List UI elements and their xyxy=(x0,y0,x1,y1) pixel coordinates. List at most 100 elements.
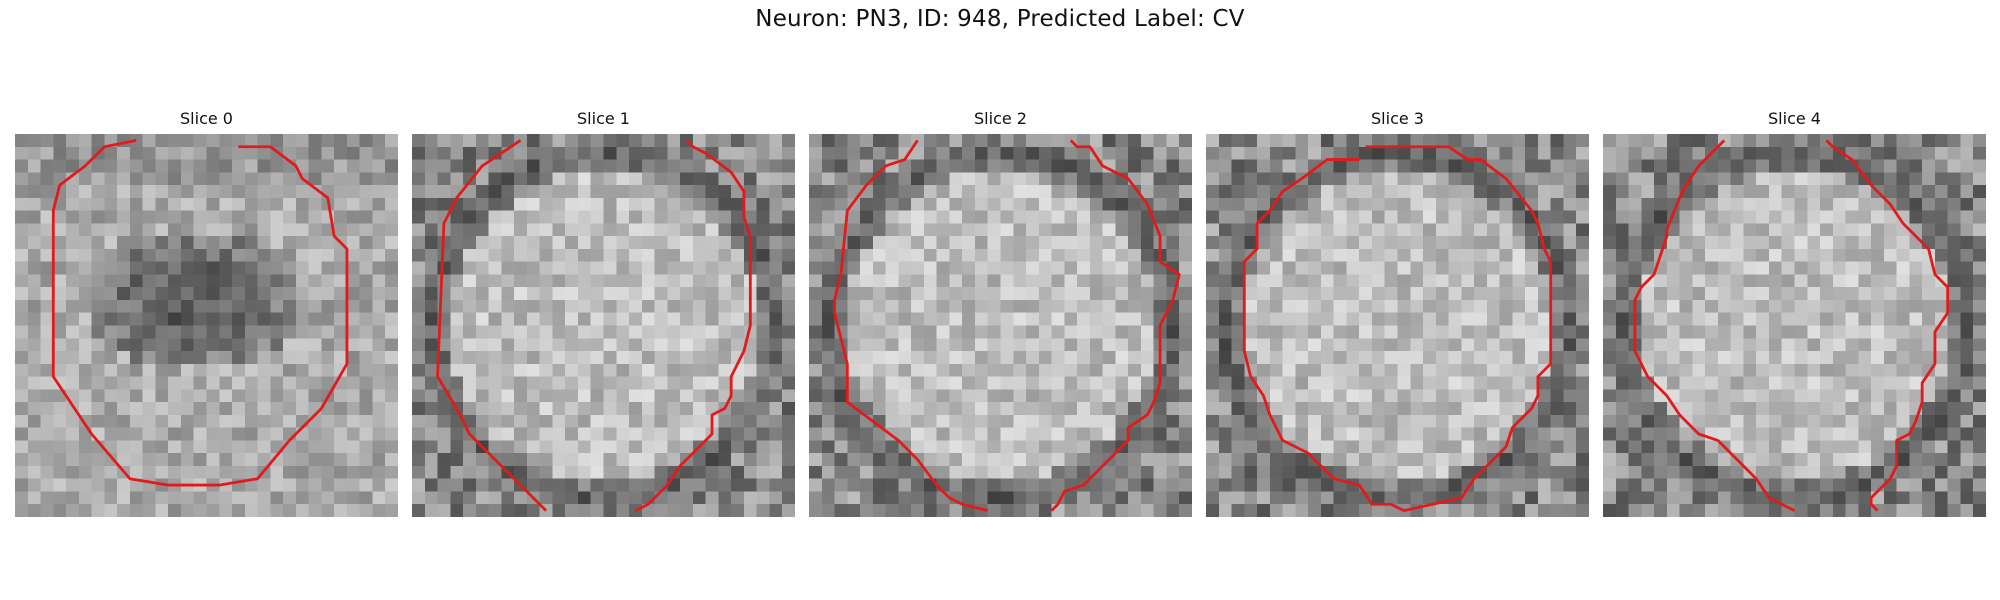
image-pixel xyxy=(1013,274,1027,288)
image-pixel xyxy=(142,338,156,352)
image-pixel xyxy=(129,338,143,352)
image-pixel xyxy=(1308,159,1322,173)
image-pixel xyxy=(616,325,630,339)
image-pixel xyxy=(603,287,617,301)
image-pixel xyxy=(295,402,309,416)
image-pixel xyxy=(603,146,617,160)
image-pixel xyxy=(283,453,297,467)
image-pixel xyxy=(1179,312,1192,326)
image-pixel xyxy=(1883,210,1897,224)
image-pixel xyxy=(1333,312,1347,326)
image-pixel xyxy=(1628,414,1642,428)
image-pixel xyxy=(1077,299,1091,313)
image-pixel xyxy=(872,236,886,250)
image-pixel xyxy=(590,159,604,173)
image-pixel xyxy=(385,248,398,262)
image-pixel xyxy=(437,453,451,467)
image-pixel xyxy=(1397,351,1411,365)
image-pixel xyxy=(1102,299,1116,313)
image-pixel xyxy=(1218,389,1232,403)
image-pixel xyxy=(1499,223,1513,237)
image-pixel xyxy=(1641,185,1655,199)
image-pixel xyxy=(962,210,976,224)
image-pixel xyxy=(1666,504,1680,517)
image-pixel xyxy=(769,440,783,454)
image-pixel xyxy=(385,427,398,441)
image-pixel xyxy=(821,248,835,262)
image-pixel xyxy=(463,351,477,365)
image-pixel xyxy=(1269,376,1283,390)
image-pixel xyxy=(552,402,566,416)
image-pixel xyxy=(1820,325,1834,339)
image-pixel xyxy=(1832,210,1846,224)
image-pixel xyxy=(769,325,783,339)
image-pixel xyxy=(1756,197,1770,211)
image-pixel xyxy=(847,159,861,173)
image-pixel xyxy=(1423,325,1437,339)
image-pixel xyxy=(565,414,579,428)
image-pixel xyxy=(1858,261,1872,275)
image-pixel xyxy=(1603,504,1617,517)
image-pixel xyxy=(1576,185,1589,199)
image-pixel xyxy=(1794,491,1808,505)
image-pixel xyxy=(15,287,29,301)
image-pixel xyxy=(974,146,988,160)
image-pixel xyxy=(91,389,105,403)
image-pixel xyxy=(1474,197,1488,211)
image-pixel xyxy=(1461,261,1475,275)
image-pixel xyxy=(1384,299,1398,313)
image-pixel xyxy=(1525,504,1539,517)
image-pixel xyxy=(104,504,118,517)
image-pixel xyxy=(769,146,783,160)
image-pixel xyxy=(1115,389,1129,403)
image-pixel xyxy=(66,491,80,505)
image-pixel xyxy=(1973,351,1986,365)
image-pixel xyxy=(1768,299,1782,313)
image-pixel xyxy=(180,146,194,160)
image-pixel xyxy=(295,287,309,301)
image-pixel xyxy=(1244,504,1258,517)
image-pixel xyxy=(692,210,706,224)
image-pixel xyxy=(1603,414,1617,428)
image-pixel xyxy=(1922,402,1936,416)
image-pixel xyxy=(680,172,694,186)
image-pixel xyxy=(616,389,630,403)
image-pixel xyxy=(743,440,757,454)
image-pixel xyxy=(911,312,925,326)
image-pixel xyxy=(1064,146,1078,160)
image-pixel xyxy=(334,389,348,403)
image-pixel xyxy=(1947,159,1961,173)
image-pixel xyxy=(1832,440,1846,454)
image-pixel xyxy=(1102,389,1116,403)
image-pixel xyxy=(412,299,426,313)
image-pixel xyxy=(1295,389,1309,403)
image-pixel xyxy=(1038,248,1052,262)
image-pixel xyxy=(359,197,373,211)
image-pixel xyxy=(654,236,668,250)
image-pixel xyxy=(450,491,464,505)
image-pixel xyxy=(654,338,668,352)
image-pixel xyxy=(104,453,118,467)
image-pixel xyxy=(27,236,41,250)
image-pixel xyxy=(885,338,899,352)
image-pixel xyxy=(1550,197,1564,211)
image-pixel xyxy=(860,261,874,275)
image-pixel xyxy=(1525,236,1539,250)
image-pixel xyxy=(731,389,745,403)
image-pixel xyxy=(1282,312,1296,326)
image-pixel xyxy=(78,363,92,377)
image-pixel xyxy=(1179,146,1192,160)
image-pixel xyxy=(1448,338,1462,352)
image-pixel xyxy=(91,351,105,365)
image-pixel xyxy=(27,274,41,288)
image-pixel xyxy=(821,440,835,454)
image-pixel xyxy=(1820,248,1834,262)
image-pixel xyxy=(1705,389,1719,403)
image-pixel xyxy=(1641,312,1655,326)
image-pixel xyxy=(1666,248,1680,262)
image-pixel xyxy=(1666,363,1680,377)
image-pixel xyxy=(1153,146,1167,160)
image-pixel xyxy=(104,172,118,186)
image-pixel xyxy=(1461,338,1475,352)
image-pixel xyxy=(1550,363,1564,377)
